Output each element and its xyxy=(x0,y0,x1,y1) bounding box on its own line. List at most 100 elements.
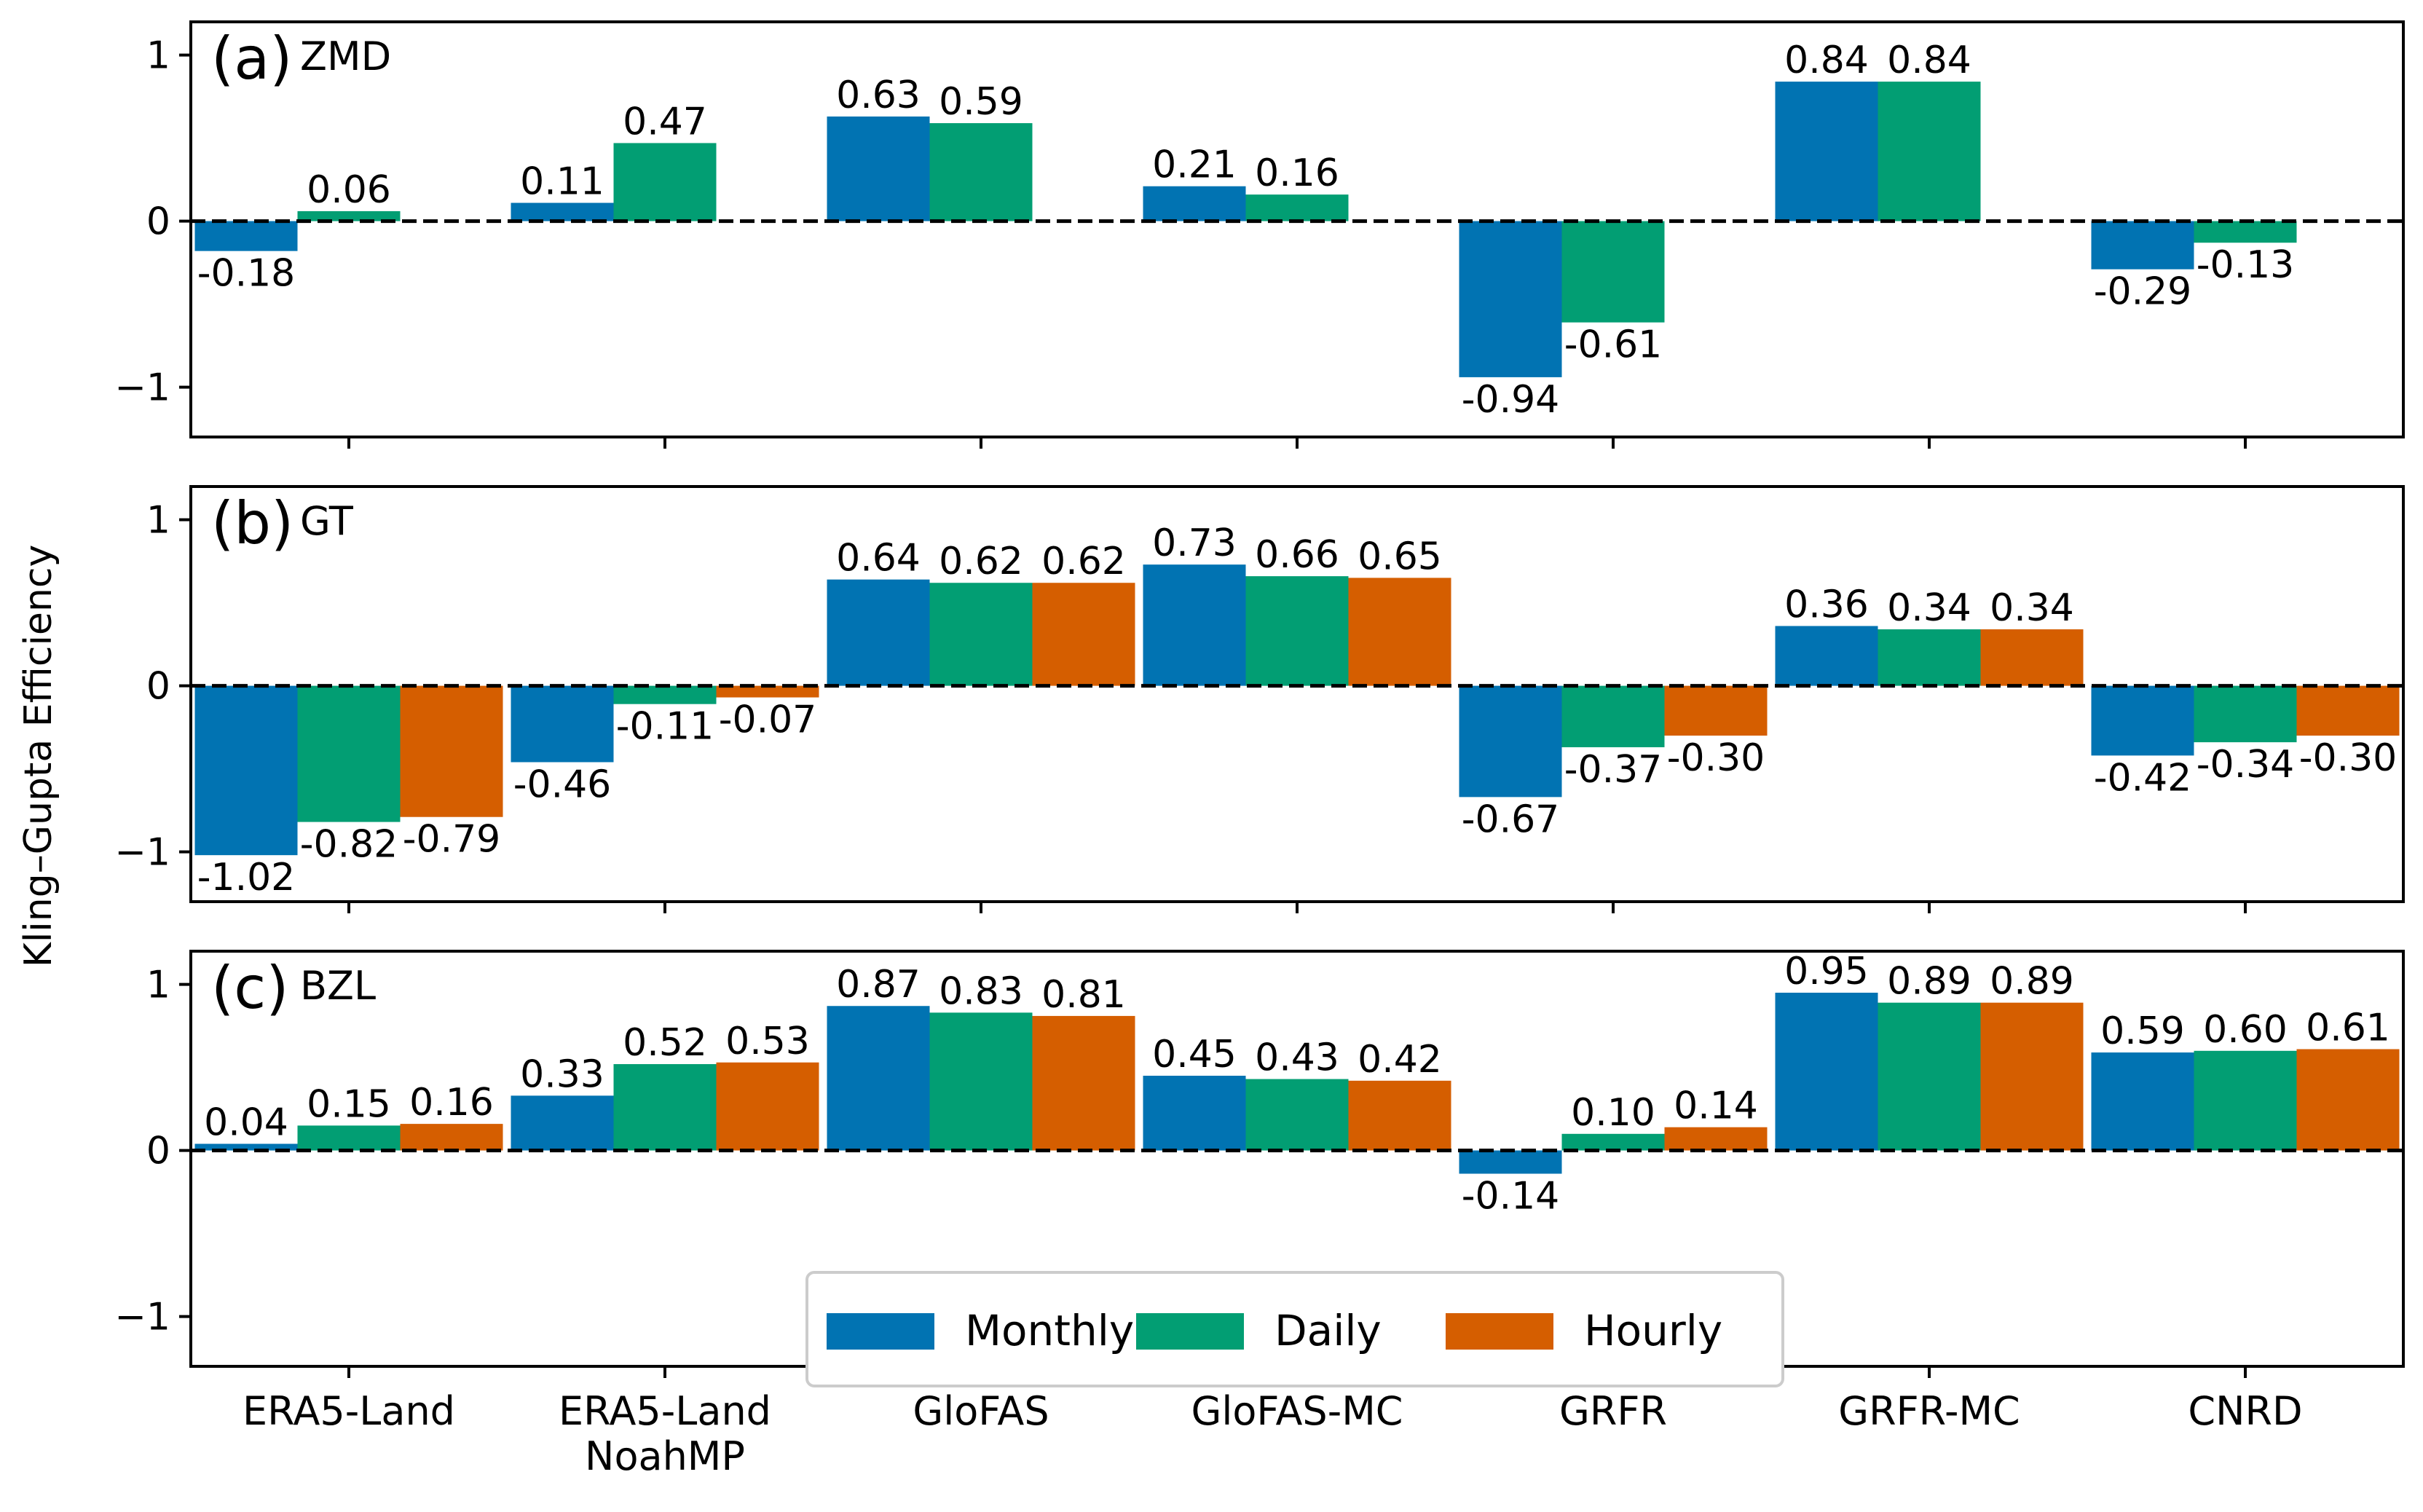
category-label-0-0: ERA5-Land xyxy=(243,1388,455,1434)
value-label-bzl-hourly-3: 0.42 xyxy=(1358,1038,1442,1082)
bar-gt-hourly-6 xyxy=(2296,685,2400,736)
bar-bzl-monthly-3 xyxy=(1143,1076,1246,1151)
panel-name-zmd: ZMD xyxy=(300,34,391,79)
y-axis-label: Kling–Gupta Efficiency xyxy=(17,545,60,967)
panel-letter-zmd: (a) xyxy=(211,25,292,92)
panel-name-gt: GT xyxy=(300,498,354,544)
legend: Monthly Daily Hourly xyxy=(805,1271,1784,1387)
panel-letter-gt: (b) xyxy=(211,489,293,557)
value-label-zmd-monthly-4: -0.94 xyxy=(1462,378,1560,422)
bar-bzl-monthly-0 xyxy=(194,1143,298,1151)
value-label-zmd-monthly-2: 0.63 xyxy=(836,74,921,117)
value-label-gt-daily-3: 0.66 xyxy=(1255,533,1339,577)
bar-gt-monthly-0 xyxy=(194,685,298,856)
bar-gt-hourly-4 xyxy=(1664,685,1768,736)
category-label-5-0: GRFR-MC xyxy=(1838,1388,2020,1434)
bar-gt-daily-5 xyxy=(1878,629,1981,686)
legend-label-hourly: Hourly xyxy=(1584,1306,1722,1355)
value-label-gt-hourly-6: -0.30 xyxy=(2299,736,2398,780)
y-tick-label: 1 xyxy=(146,964,170,1007)
value-label-zmd-monthly-0: -0.18 xyxy=(197,252,296,296)
category-label-3-0: GloFAS-MC xyxy=(1191,1388,1403,1434)
bar-gt-hourly-0 xyxy=(400,685,503,817)
value-label-zmd-daily-0: 0.06 xyxy=(307,168,391,212)
bar-zmd-daily-4 xyxy=(1561,221,1665,323)
value-label-zmd-daily-4: -0.61 xyxy=(1564,323,1663,367)
bar-gt-monthly-6 xyxy=(2091,685,2194,756)
panel-gt: -1.02-0.460.64 0.73-0.670.36-0.42-0.82-0.… xyxy=(114,485,2405,913)
bar-zmd-daily-3 xyxy=(1245,194,1349,221)
legend-swatch-monthly xyxy=(827,1313,934,1350)
bar-gt-hourly-3 xyxy=(1348,578,1451,686)
bar-gt-monthly-3 xyxy=(1143,564,1246,686)
bar-gt-monthly-1 xyxy=(511,685,614,763)
value-label-gt-daily-6: -0.34 xyxy=(2197,743,2295,787)
value-label-zmd-daily-1: 0.47 xyxy=(623,100,707,143)
panel-bzl: 0.04 0.33 0.87 0.45 -0.14 0.95 0.59 0.15 0.52 0.8… xyxy=(114,950,2405,1378)
bar-bzl-daily-2 xyxy=(929,1012,1033,1151)
value-label-bzl-daily-5: 0.89 xyxy=(1887,960,1971,1004)
bar-bzl-monthly-2 xyxy=(827,1006,930,1151)
value-label-bzl-monthly-1: 0.33 xyxy=(520,1052,604,1096)
category-label-6-0: CNRD xyxy=(2188,1388,2302,1434)
bar-gt-daily-1 xyxy=(613,685,717,704)
category-label-1-0: ERA5-Land xyxy=(559,1388,771,1434)
y-tick-label: 1 xyxy=(146,34,170,78)
value-label-zmd-daily-5: 0.84 xyxy=(1887,39,1971,82)
bar-bzl-hourly-6 xyxy=(2296,1049,2400,1151)
panel-frame-gt xyxy=(189,485,2405,903)
bar-gt-daily-0 xyxy=(297,685,401,822)
bar-bzl-monthly-5 xyxy=(1775,993,1878,1151)
panel-name-bzl: BZL xyxy=(300,963,376,1009)
y-tick-label: 0 xyxy=(146,1130,170,1173)
category-label-1-1: NoahMP xyxy=(585,1433,745,1479)
bar-zmd-daily-1 xyxy=(613,143,717,221)
value-label-gt-monthly-3: 0.73 xyxy=(1152,521,1237,565)
value-label-bzl-hourly-5: 0.89 xyxy=(1990,960,2074,1004)
bar-bzl-daily-4 xyxy=(1561,1133,1665,1151)
bar-zmd-daily-0 xyxy=(297,210,401,221)
value-label-zmd-monthly-5: 0.84 xyxy=(1784,39,1869,82)
value-label-zmd-monthly-1: 0.11 xyxy=(520,160,604,204)
bar-zmd-monthly-1 xyxy=(511,202,614,221)
bar-zmd-monthly-6 xyxy=(2091,221,2194,269)
value-label-bzl-monthly-6: 0.59 xyxy=(2100,1009,2185,1053)
value-label-bzl-monthly-0: 0.04 xyxy=(204,1100,288,1144)
value-label-gt-hourly-4: -0.30 xyxy=(1667,736,1765,780)
value-label-bzl-daily-0: 0.15 xyxy=(307,1082,391,1126)
value-label-gt-monthly-0: -1.02 xyxy=(197,856,296,899)
bar-bzl-daily-5 xyxy=(1878,1002,1981,1151)
bar-bzl-daily-1 xyxy=(613,1064,717,1151)
value-label-bzl-daily-1: 0.52 xyxy=(623,1021,707,1065)
bar-zmd-monthly-2 xyxy=(827,116,930,221)
bar-zmd-monthly-0 xyxy=(194,221,298,251)
bar-zmd-monthly-3 xyxy=(1143,186,1246,221)
value-label-bzl-hourly-2: 0.81 xyxy=(1041,973,1126,1017)
value-label-zmd-daily-3: 0.16 xyxy=(1255,151,1339,195)
value-label-gt-daily-1: -0.11 xyxy=(616,705,714,749)
value-label-zmd-monthly-3: 0.21 xyxy=(1152,143,1237,187)
y-tick-label: 0 xyxy=(146,665,170,709)
bar-bzl-daily-6 xyxy=(2194,1050,2297,1151)
y-tick-label: −1 xyxy=(114,1296,170,1339)
bar-bzl-hourly-5 xyxy=(1980,1002,2084,1151)
value-label-bzl-monthly-5: 0.95 xyxy=(1784,950,1869,993)
bar-gt-hourly-1 xyxy=(716,685,819,698)
value-label-bzl-monthly-2: 0.87 xyxy=(836,963,921,1007)
legend-label-monthly: Monthly xyxy=(965,1306,1134,1355)
bar-bzl-hourly-3 xyxy=(1348,1080,1451,1151)
bar-bzl-monthly-1 xyxy=(511,1095,614,1151)
bar-gt-hourly-5 xyxy=(1980,629,2084,686)
bar-bzl-hourly-1 xyxy=(716,1062,819,1151)
bar-zmd-monthly-4 xyxy=(1459,221,1562,377)
bar-zmd-daily-2 xyxy=(929,123,1033,221)
y-tick-label: 1 xyxy=(146,499,170,543)
legend-swatch-daily xyxy=(1136,1313,1244,1350)
value-label-bzl-monthly-4: -0.14 xyxy=(1462,1175,1560,1218)
value-label-gt-daily-2: 0.62 xyxy=(939,540,1023,583)
value-label-bzl-hourly-6: 0.61 xyxy=(2306,1007,2390,1050)
bar-gt-monthly-4 xyxy=(1459,685,1562,798)
value-label-zmd-monthly-6: -0.29 xyxy=(2094,270,2192,314)
